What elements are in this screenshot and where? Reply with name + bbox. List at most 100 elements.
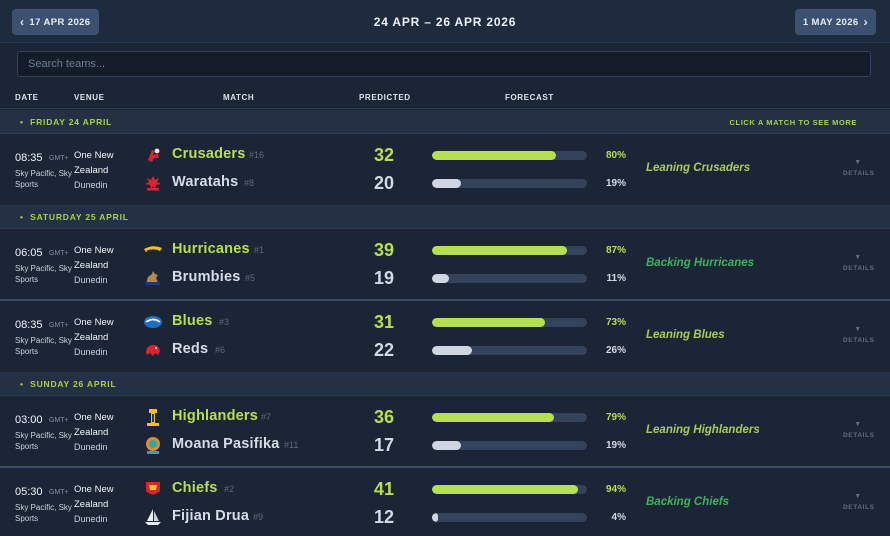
crusaders-logo-icon (148, 148, 160, 162)
probability-fill (432, 318, 546, 327)
team-rank: #2 (224, 484, 235, 494)
home-team: Blues #3 (143, 311, 363, 333)
moana-pasifika-logo-icon (146, 437, 160, 454)
highlanders-logo-icon (147, 409, 159, 426)
forecast-verdict: Leaning Highlanders (646, 424, 760, 436)
match-row[interactable]: 08:35 GMT+ Sky Pacific, Sky Sports One N… (0, 134, 890, 203)
win-probability-home: 73% (605, 317, 626, 328)
broadcaster: Sky Pacific, Sky Sports (15, 169, 72, 189)
probability-fill (432, 441, 462, 450)
search-teams-input[interactable] (17, 51, 871, 77)
away-team: Brumbies #5 (143, 267, 363, 289)
kickoff-time: 06:05 (15, 247, 43, 259)
win-probability-bar-home (432, 318, 587, 327)
win-probability-away: 26% (605, 345, 626, 356)
win-probability-away: 4% (611, 512, 626, 523)
chevron-down-icon: ▼ (854, 254, 862, 261)
team-name: Hurricanes (172, 241, 250, 257)
team-rank: #3 (219, 317, 230, 327)
team-name: Waratahs (172, 174, 239, 190)
probability-fill (432, 179, 462, 188)
venue-city: Dunedin (74, 347, 108, 357)
details-label: DETAILS (843, 504, 875, 511)
chevron-right-icon: › (863, 15, 868, 29)
probability-fill (432, 151, 556, 160)
day-label-text: SATURDAY 25 APRIL (30, 212, 129, 222)
team-name: Highlanders (172, 408, 258, 424)
win-probability-home: 79% (605, 412, 626, 423)
chevron-down-icon: ▼ (854, 493, 862, 500)
predicted-score-home: 39 (374, 240, 395, 260)
probability-fill (432, 246, 567, 255)
timezone-label: GMT+ (49, 250, 69, 257)
win-probability-away: 19% (605, 440, 626, 451)
chiefs-logo-icon (146, 482, 160, 495)
broadcaster: Sky Pacific, Sky Sports (15, 431, 72, 451)
predicted-score-away: 12 (374, 507, 395, 527)
team-rank: #6 (215, 345, 226, 355)
details-label: DETAILS (843, 170, 875, 177)
team-name: Chiefs (172, 480, 218, 496)
details-toggle[interactable]: ▼ DETAILS (843, 254, 875, 272)
win-probability-away: 11% (606, 273, 626, 284)
team-name: Fijian Drua (172, 508, 250, 524)
team-rank: #11 (284, 440, 299, 450)
predicted-score-away: 22 (374, 340, 395, 360)
win-probability-bar-home (432, 151, 587, 160)
timezone-label: GMT+ (49, 489, 69, 496)
column-header-predicted: PREDICTED (359, 93, 411, 102)
details-label: DETAILS (843, 265, 875, 272)
details-toggle[interactable]: ▼ DETAILS (843, 493, 875, 511)
day-label-text: FRIDAY 24 APRIL (30, 117, 113, 127)
probability-fill (432, 274, 450, 283)
details-toggle[interactable]: ▼ DETAILS (843, 159, 875, 177)
team-rank: #5 (245, 273, 256, 283)
probability-fill (432, 346, 473, 355)
date-range-title: 24 APR – 26 APR 2026 (373, 15, 517, 29)
chevron-down-icon: ▼ (854, 159, 862, 166)
team-name: Brumbies (172, 269, 241, 285)
probability-fill (432, 485, 578, 494)
team-rank: #8 (244, 178, 255, 188)
away-team: Fijian Drua #9 (143, 506, 363, 528)
win-probability-bar-away (432, 346, 587, 355)
team-rank: #9 (253, 512, 264, 522)
win-probability-bar-away (432, 179, 587, 188)
forecast-verdict: Leaning Crusaders (646, 162, 751, 174)
day-label: • FRIDAY 24 APRIL (20, 117, 113, 127)
team-name: Moana Pasifika (172, 436, 280, 452)
previous-week-button[interactable]: ‹ 17 APR 2026 (12, 9, 99, 35)
previous-week-label: 17 APR 2026 (29, 16, 91, 28)
forecast-verdict: Backing Chiefs (646, 496, 730, 508)
match-row[interactable]: 06:05 GMT+ Sky Pacific, Sky Sports One N… (0, 229, 890, 298)
win-probability-bar-home (432, 413, 587, 422)
next-week-button[interactable]: 1 MAY 2026 › (794, 9, 876, 35)
away-team: Moana Pasifika #11 (143, 434, 363, 456)
kickoff-time: 08:35 (15, 319, 43, 331)
win-probability-bar-away (432, 274, 587, 283)
predicted-score-away: 20 (374, 173, 395, 193)
predicted-score-home: 41 (374, 479, 395, 499)
venue-name: One New Zealand (74, 317, 114, 343)
match-row[interactable]: 03:00 GMT+ Sky Pacific, Sky Sports One N… (0, 396, 890, 465)
home-team: Crusaders #16 (143, 144, 363, 166)
venue-city: Dunedin (74, 275, 108, 285)
details-toggle[interactable]: ▼ DETAILS (843, 421, 874, 439)
click-match-hint: CLICK A MATCH TO SEE MORE (729, 118, 857, 127)
kickoff-time: 05:30 (15, 486, 43, 498)
column-header-date: DATE (15, 93, 39, 102)
match-row[interactable]: 05:30 GMT+ Sky Pacific, Sky Sports One N… (0, 466, 890, 535)
details-toggle[interactable]: ▼ DETAILS (843, 326, 874, 344)
venue-city: Dunedin (74, 514, 108, 524)
day-header-sunday: • SUNDAY 26 APRIL (0, 372, 890, 396)
away-team: Waratahs #8 (143, 172, 363, 194)
search-bar (0, 44, 890, 87)
win-probability-bar-home (432, 485, 587, 494)
venue-city: Dunedin (74, 442, 108, 452)
home-team: Highlanders #7 (143, 406, 363, 428)
win-probability-home: 80% (605, 150, 626, 161)
broadcaster: Sky Pacific, Sky Sports (15, 503, 72, 523)
date-navigation-bar: ‹ 17 APR 2026 24 APR – 26 APR 2026 1 MAY… (0, 0, 890, 43)
venue-name: One New Zealand (74, 412, 114, 438)
match-row[interactable]: 08:35 GMT+ Sky Pacific, Sky Sports One N… (0, 299, 890, 368)
